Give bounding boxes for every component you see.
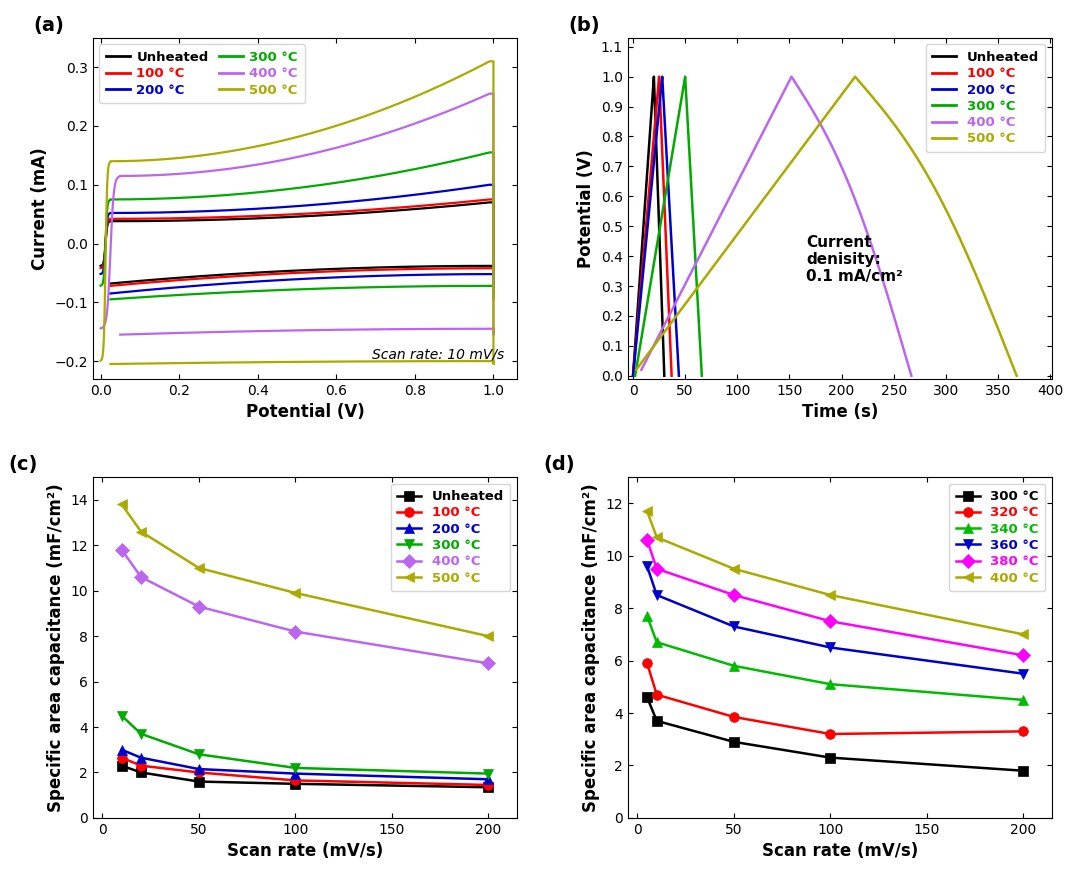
X-axis label: Potential (V): Potential (V) [245, 403, 364, 421]
400 °C [640, 506, 653, 517]
340 °C [728, 660, 741, 671]
Line: 500 °C: 500 °C [117, 499, 492, 641]
400 °C [192, 602, 205, 612]
Unheated [135, 767, 148, 778]
X-axis label: Time (s): Time (s) [801, 403, 878, 421]
Unheated [192, 776, 205, 787]
300 °C [116, 710, 129, 721]
Line: 200 °C: 200 °C [117, 745, 492, 784]
300 °C [192, 749, 205, 759]
Y-axis label: Potential (V): Potential (V) [578, 149, 595, 267]
200 °C [135, 752, 148, 763]
300 °C [728, 737, 741, 747]
100 °C [116, 752, 129, 763]
380 °C [728, 589, 741, 600]
200 °C [482, 774, 495, 785]
100 °C [482, 780, 495, 790]
300 °C [482, 768, 495, 779]
Text: (a): (a) [33, 16, 64, 35]
Unheated [288, 779, 301, 789]
400 °C [824, 589, 837, 600]
Line: Unheated: Unheated [117, 760, 492, 792]
400 °C [116, 545, 129, 555]
400 °C [728, 564, 741, 574]
400 °C [288, 626, 301, 637]
500 °C [116, 499, 129, 510]
400 °C [650, 532, 663, 543]
300 °C [288, 763, 301, 774]
100 °C [135, 760, 148, 771]
380 °C [824, 616, 837, 626]
400 °C [135, 572, 148, 582]
Line: 400 °C: 400 °C [643, 506, 1028, 639]
Unheated [482, 782, 495, 793]
Y-axis label: Specific area capacitance (mF/cm²): Specific area capacitance (mF/cm²) [582, 483, 599, 812]
Text: Current
denisity:
0.1 mA/cm²: Current denisity: 0.1 mA/cm² [806, 234, 903, 284]
340 °C [650, 637, 663, 647]
360 °C [640, 561, 653, 572]
500 °C [288, 588, 301, 598]
Legend: Unheated, 100 °C, 200 °C, 300 °C, 400 °C, 500 °C: Unheated, 100 °C, 200 °C, 300 °C, 400 °C… [391, 483, 511, 591]
Line: 300 °C: 300 °C [117, 710, 492, 779]
200 °C [116, 745, 129, 755]
Legend: Unheated, 100 °C, 200 °C, 300 °C, 400 °C, 500 °C: Unheated, 100 °C, 200 °C, 300 °C, 400 °C… [926, 45, 1045, 152]
Line: 100 °C: 100 °C [117, 752, 492, 790]
300 °C [650, 716, 663, 726]
340 °C [640, 610, 653, 621]
100 °C [192, 767, 205, 778]
Text: (c): (c) [8, 455, 38, 474]
300 °C [1016, 766, 1029, 776]
340 °C [1016, 695, 1029, 705]
200 °C [288, 768, 301, 779]
Line: 380 °C: 380 °C [643, 535, 1028, 660]
320 °C [650, 689, 663, 700]
320 °C [824, 729, 837, 739]
380 °C [640, 535, 653, 545]
Line: 400 °C: 400 °C [117, 545, 492, 668]
X-axis label: Scan rate (mV/s): Scan rate (mV/s) [761, 842, 918, 860]
500 °C [482, 631, 495, 641]
Text: Scan rate: 10 mV/s: Scan rate: 10 mV/s [372, 347, 504, 361]
Text: (d): (d) [543, 455, 575, 474]
Legend: 300 °C, 320 °C, 340 °C, 360 °C, 380 °C, 400 °C: 300 °C, 320 °C, 340 °C, 360 °C, 380 °C, … [949, 483, 1045, 591]
380 °C [1016, 650, 1029, 660]
380 °C [650, 564, 663, 574]
400 °C [1016, 629, 1029, 639]
300 °C [640, 692, 653, 702]
Y-axis label: Current (mA): Current (mA) [30, 147, 49, 269]
X-axis label: Scan rate (mV/s): Scan rate (mV/s) [227, 842, 383, 860]
500 °C [192, 563, 205, 574]
400 °C [482, 658, 495, 668]
200 °C [192, 764, 205, 774]
Line: 340 °C: 340 °C [643, 611, 1028, 705]
320 °C [1016, 726, 1029, 737]
Text: (b): (b) [568, 16, 600, 35]
Line: 320 °C: 320 °C [643, 659, 1028, 738]
320 °C [728, 712, 741, 723]
Line: 300 °C: 300 °C [643, 693, 1028, 775]
360 °C [1016, 668, 1029, 679]
Unheated [116, 760, 129, 771]
Line: 360 °C: 360 °C [643, 561, 1028, 679]
100 °C [288, 775, 301, 786]
320 °C [640, 658, 653, 668]
500 °C [135, 526, 148, 537]
300 °C [135, 729, 148, 739]
Y-axis label: Specific area capacitance (mF/cm²): Specific area capacitance (mF/cm²) [46, 483, 65, 812]
Legend: Unheated, 100 °C, 200 °C, 300 °C, 400 °C, 500 °C: Unheated, 100 °C, 200 °C, 300 °C, 400 °C… [99, 45, 305, 103]
360 °C [824, 642, 837, 652]
300 °C [824, 752, 837, 763]
360 °C [650, 589, 663, 600]
340 °C [824, 679, 837, 689]
360 °C [728, 621, 741, 631]
